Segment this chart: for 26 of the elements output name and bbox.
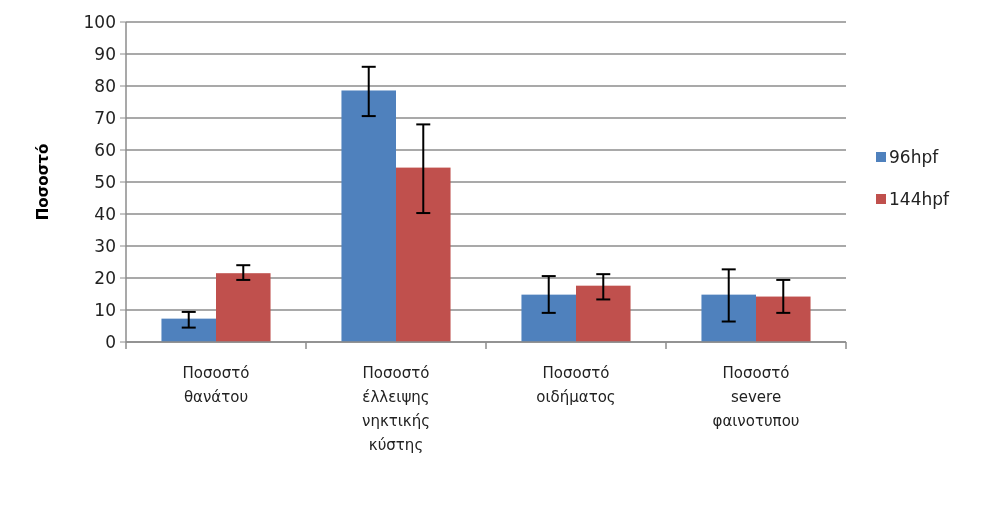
legend-label: 96hpf [889,146,940,167]
bar [701,294,756,342]
bar [521,294,576,342]
y-tick-label: 60 [94,139,116,160]
x-tick-label: Ποσοστό severe φαινοτυπου [712,364,800,430]
y-tick-label: 10 [94,299,116,320]
y-tick-label: 50 [94,171,116,192]
y-tick-label: 70 [94,107,116,128]
y-tick-label: 80 [94,75,116,96]
y-tick-label: 0 [105,331,116,352]
x-tick-label: Ποσοστό θανάτου [182,364,250,406]
y-axis-title: Ποσοστό [34,143,52,221]
bar [756,296,811,342]
bar [341,90,396,342]
bar [216,273,271,342]
y-tick-label: 30 [94,235,116,256]
bar [576,285,631,342]
x-tick-label: Ποσοστό έλλειψης νηκτικής κύστης [362,364,430,454]
y-tick-label: 90 [94,43,116,64]
bar [161,318,216,342]
y-tick-label: 20 [94,267,116,288]
bar [396,167,451,342]
y-tick-label: 100 [83,11,116,32]
x-tick-label: Ποσοστό οιδήματος [536,364,616,406]
legend-label: 144hpf [889,188,951,209]
y-tick-label: 40 [94,203,116,224]
